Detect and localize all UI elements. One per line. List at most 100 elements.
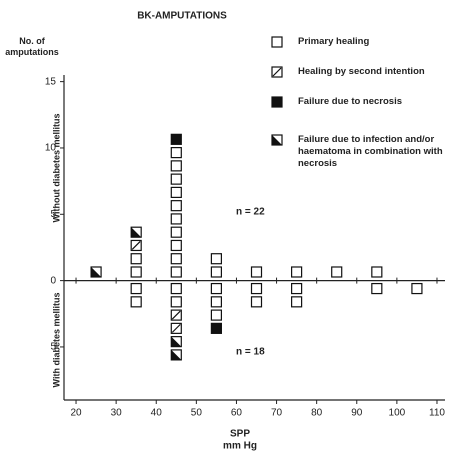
square-part — [250, 266, 263, 278]
square-part — [171, 349, 182, 360]
y-tick-label: 10 — [45, 143, 57, 154]
legend-swatch — [271, 96, 283, 108]
square — [210, 322, 222, 334]
x-tick-label: 30 — [111, 408, 123, 419]
x-tick-label: 50 — [191, 408, 203, 419]
square — [210, 282, 222, 295]
square — [170, 296, 182, 308]
square — [291, 296, 303, 308]
square — [291, 266, 303, 278]
square — [130, 226, 142, 238]
y-tick-label: 15 — [45, 76, 57, 87]
square — [170, 322, 182, 334]
square-part — [170, 282, 182, 295]
square-part — [131, 241, 141, 250]
panel-label: Without diabetes mellitus — [51, 114, 61, 223]
x-tick-label: 110 — [429, 408, 445, 419]
square-part — [331, 266, 343, 278]
square-part — [170, 239, 182, 252]
square — [170, 309, 182, 321]
legend-label: Healing by second intention — [298, 66, 425, 77]
x-axis-label: SPP — [230, 429, 250, 440]
square — [170, 266, 182, 278]
square — [291, 282, 303, 295]
square-part — [130, 296, 142, 308]
square-part — [170, 147, 182, 159]
square — [170, 173, 182, 185]
square-part — [291, 282, 303, 295]
square-part — [271, 36, 283, 48]
y-tick-label: 5 — [50, 209, 56, 220]
square-part — [210, 296, 222, 308]
square — [170, 200, 182, 212]
annotation: n = 22 — [236, 207, 265, 218]
square-part — [210, 322, 222, 334]
x-tick-label: 60 — [231, 408, 243, 419]
square — [371, 282, 383, 295]
square — [170, 133, 182, 145]
square-part — [210, 253, 222, 265]
square — [130, 253, 142, 265]
square-part — [271, 96, 283, 108]
y-tick-label: 5 — [50, 342, 56, 353]
square — [90, 266, 102, 278]
square-part — [291, 296, 303, 308]
square-part — [170, 253, 182, 265]
square — [130, 266, 142, 278]
square-part — [170, 186, 182, 198]
legend-swatch — [271, 36, 283, 48]
square-part — [411, 282, 423, 295]
square-part — [130, 282, 142, 295]
square-part — [130, 253, 142, 265]
square — [210, 266, 222, 278]
square — [170, 349, 182, 361]
square-part — [131, 227, 142, 238]
square — [371, 266, 383, 278]
y-axis-label: No. of amputations — [5, 36, 59, 57]
square-part — [171, 323, 181, 333]
square — [331, 266, 343, 278]
legend-swatch — [271, 66, 283, 78]
x-tick-label: 40 — [151, 408, 163, 419]
square — [170, 253, 182, 265]
square — [210, 253, 222, 265]
square-part — [170, 173, 182, 185]
square-part — [170, 213, 182, 225]
square — [170, 239, 182, 252]
square-part — [210, 282, 222, 295]
square — [210, 296, 222, 308]
x-tick-label: 20 — [70, 408, 82, 419]
square — [250, 282, 263, 295]
legend-swatch — [271, 134, 283, 146]
square-part — [170, 226, 182, 238]
square-part — [371, 266, 383, 278]
square — [250, 296, 263, 308]
y-tick-label: 0 — [50, 275, 56, 286]
x-tick-label: 70 — [271, 408, 283, 419]
square — [130, 296, 142, 308]
square-part — [171, 310, 181, 320]
square-part — [170, 200, 182, 212]
square — [170, 186, 182, 198]
square-part — [171, 336, 182, 347]
x-tick-label: 90 — [351, 408, 363, 419]
x-tick-label: 100 — [389, 408, 406, 419]
square-part — [250, 296, 263, 308]
square — [170, 147, 182, 159]
square — [170, 336, 182, 348]
chart-title: BK-AMPUTATIONS — [137, 11, 227, 22]
panel-label: With diabetes mellitus — [51, 293, 61, 388]
square-part — [91, 266, 102, 277]
square-part — [170, 296, 182, 308]
square-part — [291, 266, 303, 278]
legend-label: Failure due to necrosis — [298, 96, 402, 107]
square — [170, 213, 182, 225]
square — [250, 266, 263, 278]
square-part — [130, 266, 142, 278]
annotation: n = 18 — [236, 347, 265, 358]
x-axis-unit: mm Hg — [223, 441, 257, 452]
legend-label: Failure due to infection and/or haematom… — [298, 134, 443, 169]
square-part — [170, 266, 182, 278]
